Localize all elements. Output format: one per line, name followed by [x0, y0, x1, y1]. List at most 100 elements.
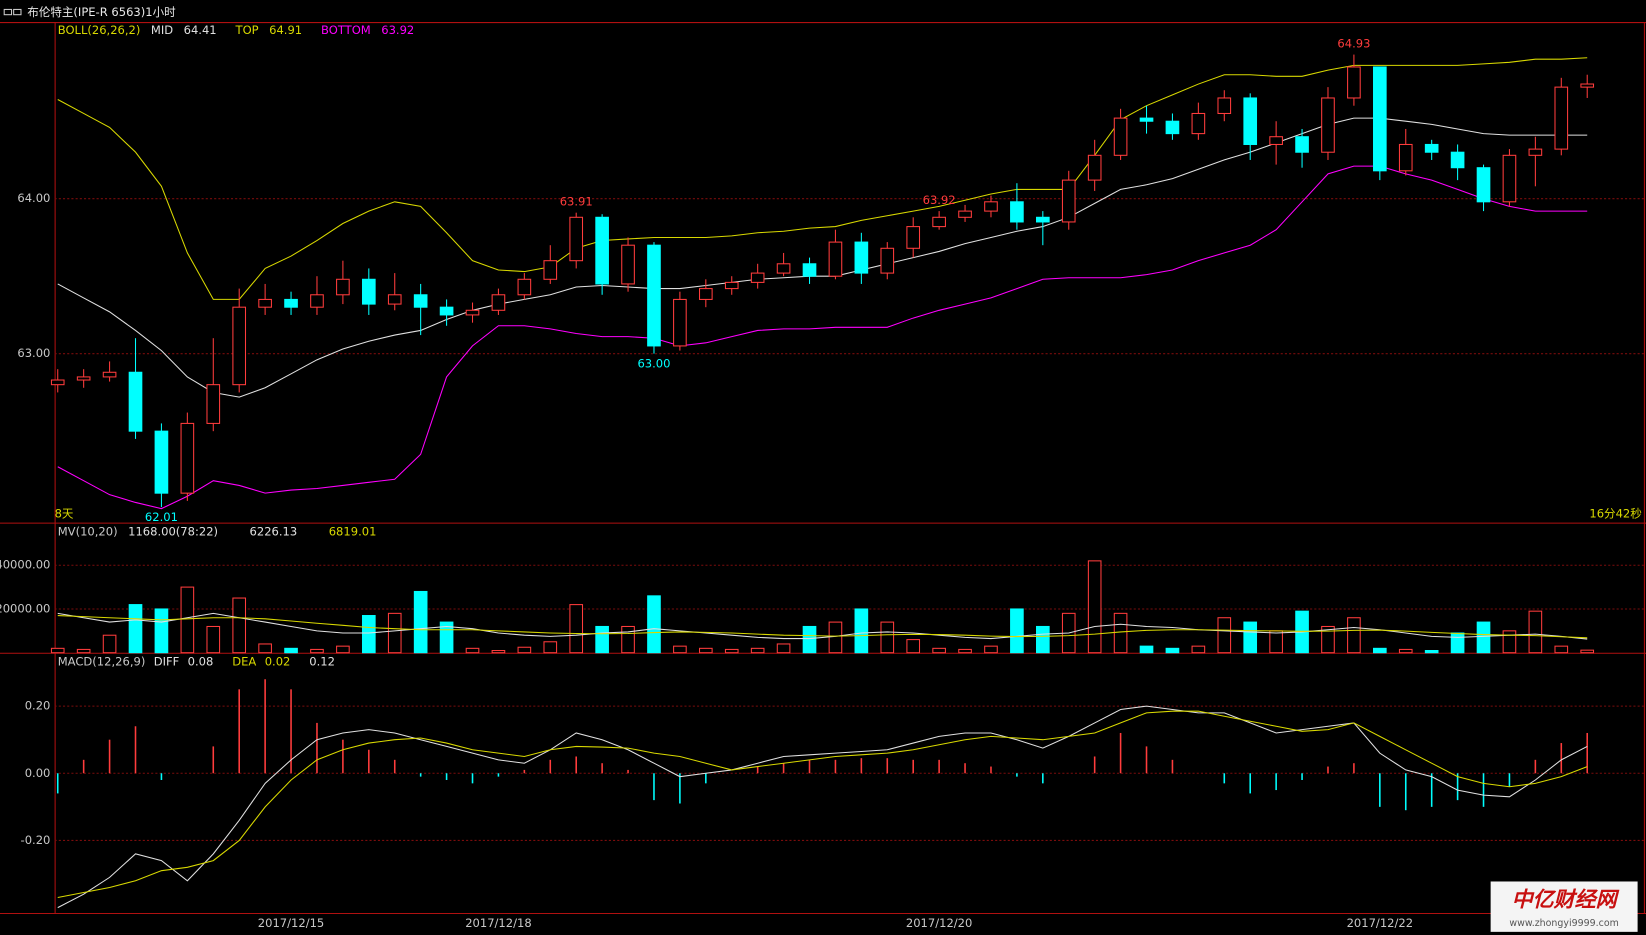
volume-bar [776, 643, 791, 654]
legend-text: 64.41 [184, 23, 217, 37]
candle-body [310, 294, 324, 308]
volume-bar [1424, 650, 1439, 654]
volume-bar [1243, 621, 1258, 654]
candle-body [802, 263, 817, 277]
candle-body [491, 294, 506, 311]
extreme-label: 63.00 [637, 357, 670, 371]
candle-body [1347, 66, 1361, 99]
volume-bar [543, 641, 558, 654]
candle-body [1424, 143, 1439, 153]
candle-body [828, 241, 843, 277]
extreme-label: 63.92 [923, 193, 956, 207]
volume-bar [491, 650, 506, 654]
volume-bar [180, 586, 195, 654]
indicator-line [57, 705, 1588, 909]
candle-body [206, 384, 221, 424]
volume-bar [1502, 630, 1517, 654]
volume-bar [154, 608, 169, 654]
volume-bar [361, 615, 376, 654]
candle-body [1243, 97, 1258, 145]
volume-bar [569, 604, 584, 654]
watermark-name: 中亿财经网 [1512, 887, 1620, 911]
chart-title: 布伦特主(IPE-R 6563)1小时 [27, 5, 176, 19]
candle-body [154, 430, 169, 494]
legend-text: DIFF [154, 655, 180, 669]
volume-bar [76, 648, 91, 654]
candle-body [1580, 83, 1595, 88]
watermark-url: www.zhongyi9999.com [1509, 918, 1618, 929]
volume-bar [102, 634, 117, 654]
candle-body [724, 281, 739, 290]
legend-text: 0.02 [265, 655, 291, 669]
candle-body [1476, 167, 1491, 203]
candle-body [776, 263, 791, 274]
x-tick-label: 2017/12/22 [1347, 916, 1413, 930]
y-tick-label: 0.20 [25, 699, 51, 713]
volume-bar [595, 625, 609, 654]
volume-bar [413, 590, 428, 654]
candle-body [1217, 97, 1232, 114]
volume-bar [621, 625, 635, 654]
candle-body [1502, 154, 1517, 203]
candle-body [932, 216, 946, 228]
candle-body [1528, 148, 1543, 156]
candle-body [984, 201, 998, 212]
countdown: 16分42秒 [1589, 507, 1642, 521]
volume-bar [1139, 645, 1154, 654]
legend-text: BOTTOM [321, 23, 371, 37]
period-label: 8天 [55, 507, 74, 521]
candle-body [1321, 97, 1335, 153]
volume-bar [828, 621, 843, 654]
volume-bar [1010, 608, 1024, 654]
candle-body [413, 294, 428, 308]
volume-bar [1165, 647, 1180, 654]
candle-body [517, 278, 532, 296]
volume-bar [1036, 625, 1050, 654]
window-icon [3, 8, 13, 16]
volume-bar [724, 648, 739, 654]
volume-bar [284, 647, 298, 654]
candle-body [258, 298, 272, 308]
extreme-label: 63.91 [560, 195, 593, 209]
volume-bar [1580, 649, 1595, 654]
indicator-line [57, 615, 1588, 639]
volume-bar [1191, 645, 1206, 654]
candle-body [595, 216, 609, 285]
volume-bar [673, 645, 687, 654]
legend-text: BOLL(26,26,2) [58, 23, 141, 37]
volume-bar [698, 647, 713, 654]
legend-text: MID [151, 23, 173, 37]
frame [0, 22, 1646, 915]
volume-bar [258, 643, 272, 654]
candle-body [284, 298, 298, 308]
volume-bar [1321, 625, 1335, 654]
volume-bar [932, 647, 946, 654]
indicator-line [57, 710, 1588, 899]
candle-body [569, 216, 584, 262]
candle-body [1087, 154, 1102, 181]
candle-body [698, 288, 713, 300]
volume-bar [336, 645, 350, 654]
volume-bar [958, 648, 972, 654]
y-tick-label: 20000.00 [0, 601, 50, 615]
window-icon [13, 8, 22, 16]
indicator-line [57, 612, 1588, 640]
legend-text: 0.12 [309, 655, 335, 669]
candle-body [336, 278, 350, 296]
candle-body [750, 272, 765, 283]
volume-bar [310, 648, 324, 654]
candle-body [50, 379, 65, 386]
y-tick-label: 63.00 [17, 346, 50, 360]
legend-text: 0.08 [188, 655, 214, 669]
candle-body [361, 278, 376, 305]
legend-text: 6226.13 [250, 525, 298, 539]
volume-bar [1450, 632, 1465, 654]
volume-bar [1373, 647, 1387, 654]
candle-body [1398, 143, 1413, 172]
volume-bar [1528, 610, 1543, 654]
volume-bar [465, 647, 480, 654]
volume-bar [1398, 648, 1413, 654]
candle-body [1036, 216, 1050, 223]
